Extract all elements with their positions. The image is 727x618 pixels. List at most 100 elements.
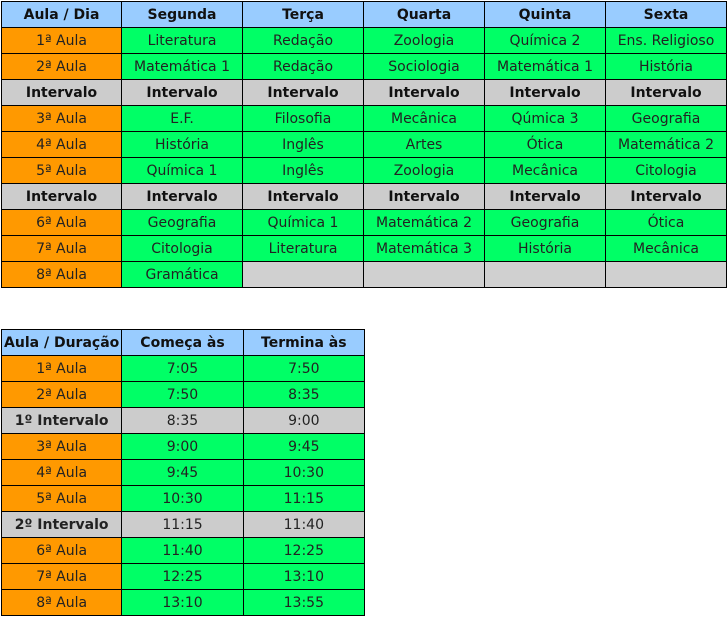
subject-cell: Citologia bbox=[121, 235, 243, 262]
header-cell: Segunda bbox=[121, 1, 243, 28]
table-row: 7ª Aula Citologia Literatura Matemática 3 Hi… bbox=[1, 235, 727, 262]
subject-cell: Inglês bbox=[242, 157, 364, 184]
row-label: 7ª Aula bbox=[1, 235, 122, 262]
break-row: 2º Intervalo 11:15 11:40 bbox=[0, 511, 366, 538]
empty-cell bbox=[484, 261, 606, 288]
header-cell: Aula / Dia bbox=[1, 1, 122, 28]
end-time-cell: 9:45 bbox=[242, 433, 366, 460]
table-row: 8ª Aula Gramática bbox=[1, 261, 727, 288]
row-label: Intervalo bbox=[1, 79, 122, 106]
row-label: 2º Intervalo bbox=[0, 511, 123, 538]
subject-cell: Química 1 bbox=[242, 209, 364, 236]
subject-cell: Geografia bbox=[484, 209, 606, 236]
row-label: 3ª Aula bbox=[1, 105, 122, 132]
subject-cell: Química 1 bbox=[121, 157, 243, 184]
subject-cell: Literatura bbox=[242, 235, 364, 262]
break-row: Intervalo Intervalo Intervalo Intervalo Inte… bbox=[1, 183, 727, 210]
table-row: 8ª Aula 13:10 13:55 bbox=[0, 589, 366, 616]
subject-cell: Filosofia bbox=[242, 105, 364, 132]
row-label: 1ª Aula bbox=[1, 27, 122, 54]
break-row: 1º Intervalo 8:35 9:00 bbox=[0, 407, 366, 434]
start-time-cell: 7:05 bbox=[121, 355, 244, 382]
subject-cell: E.F. bbox=[121, 105, 243, 132]
subject-cell: Intervalo bbox=[484, 79, 606, 106]
subject-cell: Redação bbox=[242, 53, 364, 80]
subject-cell: Redação bbox=[242, 27, 364, 54]
start-time-cell: 11:40 bbox=[121, 537, 244, 564]
header-cell: Quarta bbox=[363, 1, 485, 28]
subject-cell: Sociologia bbox=[363, 53, 485, 80]
row-label: 5ª Aula bbox=[1, 157, 122, 184]
table-row: 5ª Aula 10:30 11:15 bbox=[0, 485, 366, 512]
subject-cell: Química 2 bbox=[484, 27, 606, 54]
subject-cell: Matemática 1 bbox=[484, 53, 606, 80]
subject-cell: Matemática 1 bbox=[121, 53, 243, 80]
end-time-cell: 10:30 bbox=[242, 459, 366, 486]
break-row: Intervalo Intervalo Intervalo Intervalo Inte… bbox=[1, 79, 727, 106]
subject-cell: Ens. Religioso bbox=[605, 27, 727, 54]
end-time-cell: 13:55 bbox=[242, 589, 366, 616]
table-row: 3ª Aula E.F. Filosofia Mecânica Qúmica 3 Geog… bbox=[1, 105, 727, 132]
table-row: 3ª Aula 9:00 9:45 bbox=[0, 433, 366, 460]
subject-cell: Mecânica bbox=[605, 235, 727, 262]
class-schedule-table: Aula / Dia Segunda Terça Quarta Quinta S… bbox=[1, 1, 727, 288]
table-row: 4ª Aula 9:45 10:30 bbox=[0, 459, 366, 486]
subject-cell: Matemática 2 bbox=[605, 131, 727, 158]
table-row: 2ª Aula 7:50 8:35 bbox=[0, 381, 366, 408]
subject-cell: Inglês bbox=[242, 131, 364, 158]
subject-cell: Zoologia bbox=[363, 157, 485, 184]
end-time-cell: 7:50 bbox=[242, 355, 366, 382]
subject-cell: Gramática bbox=[121, 261, 243, 288]
subject-cell: Ótica bbox=[605, 209, 727, 236]
table-row: 4ª Aula História Inglês Artes Ótica Matemátic… bbox=[1, 131, 727, 158]
row-label: 8ª Aula bbox=[1, 261, 122, 288]
end-time-cell: 9:00 bbox=[242, 407, 366, 434]
start-time-cell: 10:30 bbox=[121, 485, 244, 512]
subject-cell: Matemática 3 bbox=[363, 235, 485, 262]
subject-cell: Qúmica 3 bbox=[484, 105, 606, 132]
schedule-header-row: Aula / Dia Segunda Terça Quarta Quinta S… bbox=[1, 1, 727, 28]
row-label: 5ª Aula bbox=[0, 485, 123, 512]
start-time-cell: 12:25 bbox=[121, 563, 244, 590]
subject-cell: Citologia bbox=[605, 157, 727, 184]
start-time-cell: 9:45 bbox=[121, 459, 244, 486]
subject-cell: Intervalo bbox=[363, 79, 485, 106]
subject-cell: Literatura bbox=[121, 27, 243, 54]
subject-cell: História bbox=[484, 235, 606, 262]
header-cell: Terça bbox=[242, 1, 364, 28]
row-label: 7ª Aula bbox=[0, 563, 123, 590]
table-row: 6ª Aula 11:40 12:25 bbox=[0, 537, 366, 564]
row-label: Intervalo bbox=[1, 183, 122, 210]
empty-cell bbox=[363, 261, 485, 288]
end-time-cell: 11:40 bbox=[242, 511, 366, 538]
subject-cell: Artes bbox=[363, 131, 485, 158]
header-cell: Quinta bbox=[484, 1, 606, 28]
table-row: 5ª Aula Química 1 Inglês Zoologia Mecânica Ci… bbox=[1, 157, 727, 184]
empty-cell bbox=[605, 261, 727, 288]
end-time-cell: 12:25 bbox=[242, 537, 366, 564]
start-time-cell: 13:10 bbox=[121, 589, 244, 616]
subject-cell: Intervalo bbox=[242, 79, 364, 106]
table-row: 2ª Aula Matemática 1 Redação Sociologia Mate… bbox=[1, 53, 727, 80]
subject-cell: História bbox=[605, 53, 727, 80]
row-label: 6ª Aula bbox=[1, 209, 122, 236]
start-time-cell: 9:00 bbox=[121, 433, 244, 460]
subject-cell: Intervalo bbox=[242, 183, 364, 210]
header-cell: Começa às bbox=[121, 329, 244, 356]
subject-cell: Intervalo bbox=[484, 183, 606, 210]
table-row: 6ª Aula Geografia Química 1 Matemática 2 Geo… bbox=[1, 209, 727, 236]
end-time-cell: 13:10 bbox=[242, 563, 366, 590]
subject-cell: Intervalo bbox=[605, 79, 727, 106]
row-label: 8ª Aula bbox=[0, 589, 123, 616]
subject-cell: Geografia bbox=[121, 209, 243, 236]
end-time-cell: 11:15 bbox=[242, 485, 366, 512]
start-time-cell: 11:15 bbox=[121, 511, 244, 538]
subject-cell: Intervalo bbox=[121, 183, 243, 210]
row-label: 4ª Aula bbox=[0, 459, 123, 486]
table-row: 7ª Aula 12:25 13:10 bbox=[0, 563, 366, 590]
header-cell: Aula / Duração bbox=[0, 329, 123, 356]
row-label: 2ª Aula bbox=[1, 53, 122, 80]
class-times-table: Aula / Duração Começa às Termina às 1ª A… bbox=[0, 329, 366, 616]
end-time-cell: 8:35 bbox=[242, 381, 366, 408]
subject-cell: História bbox=[121, 131, 243, 158]
